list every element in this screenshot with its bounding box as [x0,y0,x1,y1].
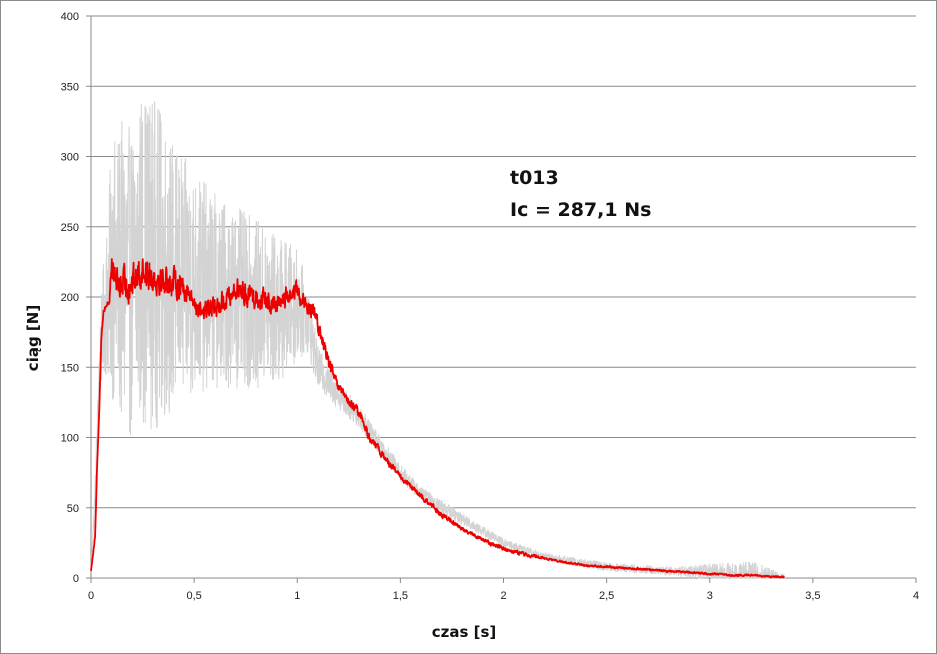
annotation-impulse: Ic = 287,1 Ns [510,199,651,221]
y-tick-label: 150 [61,362,79,374]
y-tick-label: 0 [73,573,79,585]
filtered-thrust-series-line [90,258,785,579]
series-layer [90,101,785,579]
y-tick-label: 200 [61,292,79,304]
x-tick-label: 2 [500,590,506,602]
x-tick-label: 1,5 [393,590,408,602]
y-tick-label: 50 [67,503,79,515]
x-tick-label: 1 [294,590,300,602]
raw-thrust-series-line [90,101,785,579]
y-tick-label: 300 [61,152,79,164]
annotation-test-id: t013 [510,167,559,189]
x-tick-label: 3 [707,590,713,602]
grid-lines [91,15,916,509]
x-tick-label: 0 [88,590,94,602]
x-axis-title: czas [s] [432,623,497,641]
y-axis-ticks: 0 50 100 150 200 250 300 350 400 [61,11,91,585]
y-axis-title: ciąg [N] [24,305,42,371]
x-tick-label: 4 [913,590,919,602]
x-tick-label: 0,5 [186,590,201,602]
x-tick-label: 2,5 [599,590,614,602]
x-tick-label: 3,5 [805,590,820,602]
y-tick-label: 400 [61,11,79,23]
y-tick-label: 100 [61,433,79,445]
y-tick-label: 350 [61,81,79,93]
y-tick-label: 250 [61,222,79,234]
x-axis-ticks: 0 0,5 1 1,5 2 2,5 3 3,5 4 [88,578,919,602]
